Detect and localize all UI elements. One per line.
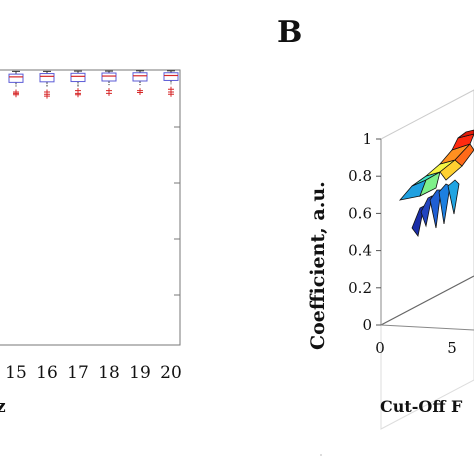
panel-b-x-tick-label: 5 (447, 339, 457, 357)
box-outlier (75, 92, 81, 98)
box-outlier (106, 90, 112, 96)
box-16 (39, 70, 55, 99)
box-body (39, 73, 55, 83)
panel-b-x-tick-label: 0 (375, 339, 385, 357)
box-body (8, 73, 24, 83)
panel-a-plot-frame (0, 69, 181, 346)
box-outlier (44, 93, 50, 99)
panel-a-x-tick-label: 20 (160, 363, 182, 383)
panel-a-boxes (8, 70, 179, 99)
panel-b-y-tick-label: 1 (362, 130, 372, 148)
box-outlier (137, 90, 143, 96)
box-17 (70, 70, 86, 98)
surface-strip (420, 195, 433, 228)
box-body (101, 72, 117, 82)
surface-band (451, 133, 474, 151)
box-outlier (13, 92, 19, 98)
box-19 (132, 70, 148, 96)
box-outlier (168, 91, 174, 97)
panel-b-y-tick-label: 0.6 (348, 204, 372, 222)
panel-b-x-axis-line (380, 324, 474, 331)
surface-band (454, 143, 474, 167)
panel-a-x-tick-label: 15 (5, 363, 27, 383)
box-body (132, 72, 148, 82)
panel-a-x-axis-title: z (0, 397, 6, 417)
panel-b-letter: B (277, 15, 302, 50)
panel-b-y-tick-label: 0 (362, 316, 372, 334)
panel-b-y-axis-title: Coefficient, a.u. (307, 181, 329, 350)
panel-b-surface (398, 129, 474, 237)
surface-strip (438, 183, 451, 225)
box-body (70, 72, 86, 83)
panel-a-x-tick-labels: 15 16 17 18 19 20 (5, 363, 182, 383)
panel-b-y-tick-label: 0.4 (348, 242, 372, 260)
surface-strip (447, 179, 460, 215)
panel-b-floor-axis-line (380, 275, 474, 326)
panel-a-x-tick-label: 17 (67, 363, 89, 383)
panel-b-y-tick-labels: 0 0.2 0.4 0.6 0.8 1 (348, 130, 381, 334)
box-18 (101, 70, 117, 96)
surface-band (457, 129, 474, 139)
panel-a-x-tick-label: 18 (98, 363, 120, 383)
box-15 (8, 70, 24, 98)
panel-a: 15 16 17 18 19 20 z (0, 69, 182, 417)
panel-b-x-axis-title: Cut-Off F (380, 397, 463, 416)
panel-b-y-tick-label: 0.2 (348, 279, 372, 297)
panel-a-x-tick-label: 16 (36, 363, 58, 383)
panel-a-x-tick-label: 19 (129, 363, 151, 383)
panel-b-y-tick-label: 0.8 (348, 167, 372, 185)
box-20 (163, 70, 179, 97)
box-body (163, 72, 179, 81)
